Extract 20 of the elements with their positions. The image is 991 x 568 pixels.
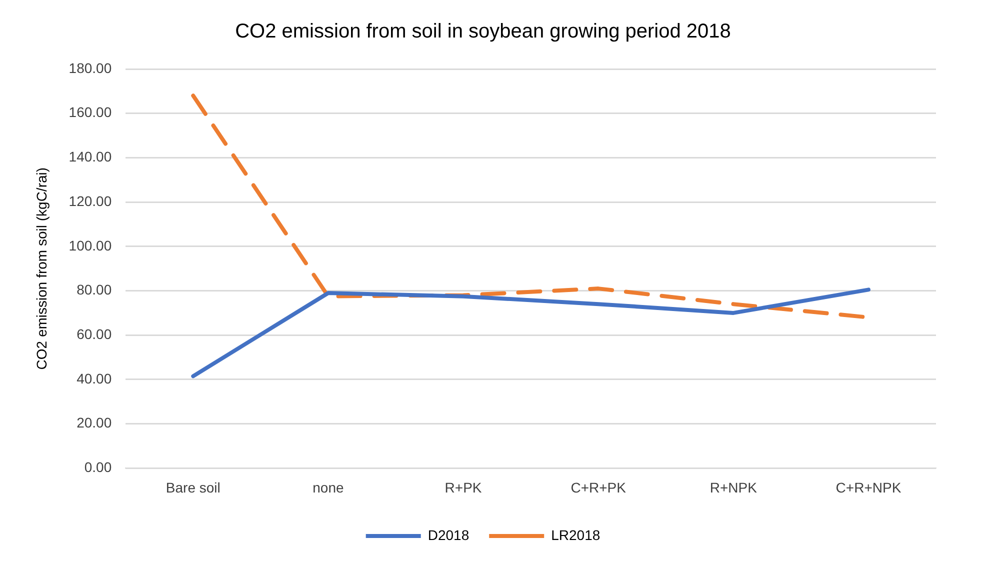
y-tick-label: 100.00 <box>68 237 112 254</box>
y-tick-label: 20.00 <box>76 414 112 431</box>
y-tick-label: 60.00 <box>76 326 112 342</box>
x-tick-label: none <box>312 479 344 496</box>
y-tick-label: 80.00 <box>76 282 112 298</box>
y-tick-label: 140.00 <box>68 148 112 165</box>
x-tick-label: R+PK <box>444 479 482 496</box>
x-tick-label: Bare soil <box>166 479 220 496</box>
legend-label: LR2018 <box>551 526 600 543</box>
y-tick-label: 160.00 <box>68 104 112 120</box>
legend-label: D2018 <box>428 526 470 543</box>
chart-title: CO2 emission from soil in soybean growing period 2018 <box>235 20 731 43</box>
y-tick-label: 120.00 <box>68 192 112 209</box>
y-tick-label: 180.00 <box>68 60 112 76</box>
x-tick-label: C+R+PK <box>570 479 627 496</box>
y-axis-title: CO2 emission from soil (kgC/rai) <box>33 167 50 370</box>
x-tick-label: C+R+NPK <box>836 479 902 496</box>
y-tick-label: 40.00 <box>76 370 112 386</box>
x-tick-label: R+NPK <box>710 479 758 496</box>
y-tick-label: 0.00 <box>84 459 112 476</box>
